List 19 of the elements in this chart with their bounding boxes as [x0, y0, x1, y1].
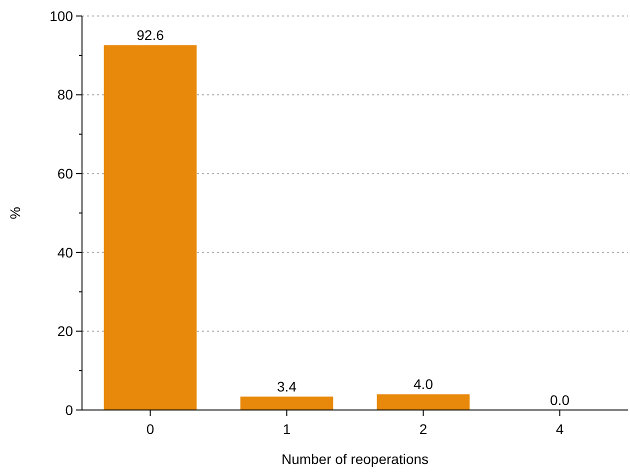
y-tick-label: 100	[50, 8, 74, 24]
data-label: 3.4	[277, 378, 297, 395]
x-axis-title: Number of reoperations	[281, 451, 429, 467]
x-tick-label: 1	[282, 421, 291, 437]
y-tick-label: 40	[57, 244, 74, 260]
bar	[104, 45, 197, 410]
y-tick-label: 20	[57, 323, 74, 340]
y-tick-label: 80	[57, 86, 74, 103]
data-label: 92.6	[136, 27, 164, 44]
data-label: 4.0	[414, 376, 434, 392]
x-tick-label: 2	[419, 421, 428, 437]
x-tick-label: 4	[556, 421, 564, 437]
y-tick-label: 0	[65, 402, 74, 418]
bar	[240, 396, 334, 410]
bar	[376, 394, 470, 410]
y-axis-title: %	[7, 206, 23, 220]
data-label: 0.0	[550, 392, 570, 408]
x-tick-label: 0	[146, 421, 154, 437]
y-tick-label: 60	[57, 166, 74, 182]
